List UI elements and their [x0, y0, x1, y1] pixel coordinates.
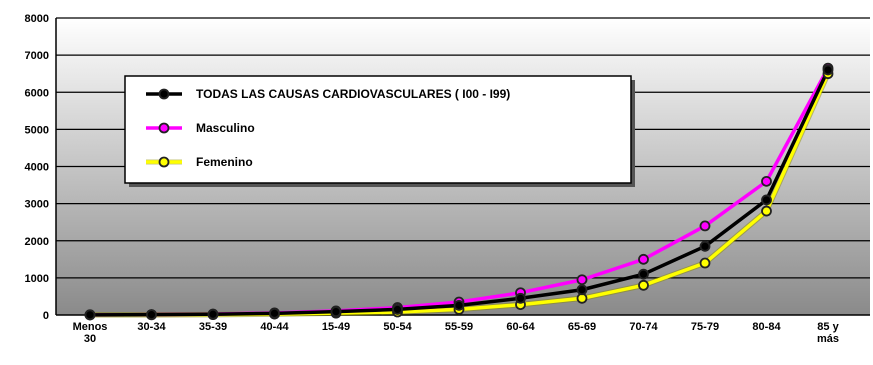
y-tick-label: 0: [43, 310, 49, 322]
y-tick-label: 6000: [25, 87, 49, 99]
y-tick-label: 2000: [25, 236, 49, 248]
x-tick-label: 30: [84, 333, 96, 345]
x-tick-label: 35-39: [199, 321, 227, 333]
x-tick-label: 15-49: [322, 321, 350, 333]
legend-label: TODAS LAS CAUSAS CARDIOVASCULARES ( I00 …: [196, 87, 510, 101]
data-point: [761, 175, 772, 187]
legend-label: Masculino: [196, 121, 255, 135]
x-tick-label: 65-69: [568, 321, 596, 333]
legend-marker: [158, 122, 170, 134]
x-tick-label: Menos: [73, 321, 108, 333]
series: [84, 62, 834, 321]
data-point: [699, 257, 711, 269]
data-point: [515, 292, 526, 304]
data-point: [576, 284, 588, 296]
data-point: [576, 274, 588, 286]
x-tick-label: 40-44: [260, 321, 289, 333]
data-point: [146, 309, 157, 321]
x-tick-label: más: [817, 333, 839, 345]
x-tick-label: 70-74: [629, 321, 658, 333]
x-tick-label: 75-79: [691, 321, 719, 333]
x-tick-label: 55-59: [445, 321, 473, 333]
data-point: [761, 205, 772, 217]
x-tick-label: 30-34: [137, 321, 166, 333]
data-point: [269, 307, 280, 319]
x-tick-label: 60-64: [506, 321, 535, 333]
y-tick-label: 1000: [25, 273, 49, 285]
data-point: [84, 309, 96, 321]
data-point: [822, 64, 834, 76]
y-tick-label: 4000: [25, 162, 49, 174]
data-point: [761, 194, 772, 206]
y-tick-label: 3000: [25, 199, 49, 211]
data-point: [392, 304, 403, 315]
data-point: [207, 308, 219, 320]
legend-box: [124, 75, 632, 184]
legend-marker: [158, 156, 170, 168]
x-tick-label: 85 y: [817, 321, 839, 333]
legend-label: Femenino: [196, 155, 253, 169]
x-tick-label: 80-84: [752, 321, 781, 333]
data-point: [638, 253, 649, 265]
y-tick-label: 7000: [25, 50, 49, 62]
data-point: [330, 306, 342, 318]
axes: 010002000300040005000600070008000Menos30…: [25, 13, 870, 345]
legend-marker: [158, 88, 170, 100]
x-tick-label: 50-54: [383, 321, 412, 333]
y-tick-label: 8000: [25, 13, 49, 25]
data-point: [638, 279, 649, 291]
data-point: [699, 240, 711, 252]
data-point: [699, 220, 711, 232]
y-tick-label: 5000: [25, 124, 49, 136]
legend: TODAS LAS CAUSAS CARDIOVASCULARES ( I00 …: [124, 75, 635, 187]
data-point: [453, 299, 465, 311]
data-point: [638, 268, 649, 280]
